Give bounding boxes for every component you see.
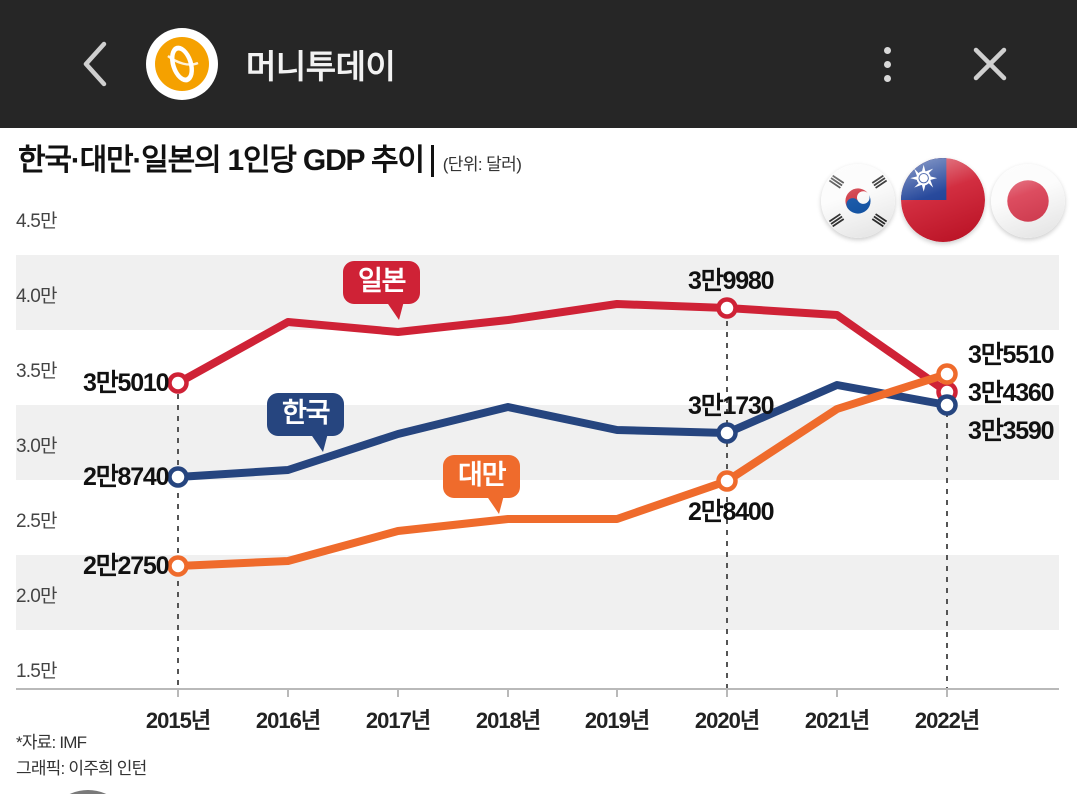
chevron-left-icon	[83, 41, 107, 87]
series-callout-japan: 일본	[343, 261, 421, 320]
chart-unit-note: (단위: 달러)	[442, 155, 522, 174]
x-axis-tick	[507, 688, 509, 697]
y-tick-20000: 2.0만	[16, 586, 57, 607]
value-text: 3만5010	[83, 369, 170, 397]
browser-appbar: 머니투데이	[0, 0, 1077, 128]
marker-japan-2020	[716, 297, 738, 319]
x-axis-tick	[946, 688, 948, 697]
callout-tail-icon	[386, 301, 405, 320]
x-axis-tick	[397, 688, 399, 697]
value-text: 2만8400	[688, 498, 775, 526]
value-label-taiwan-2015: 2만2750	[83, 552, 170, 580]
y-tick-30000: 3.0만	[16, 436, 57, 457]
x-tick-label-2020: 2020년	[694, 708, 760, 733]
value-text: 3만3590	[968, 417, 1055, 445]
marker-korea-2020	[716, 422, 738, 444]
series-callout-korea: 한국	[267, 393, 345, 452]
footnote-credit: 그래픽: 이주희 인턴	[16, 759, 147, 778]
marker-japan-2015	[167, 372, 189, 394]
callout-tail-icon	[486, 495, 505, 514]
series-callout-label: 한국	[282, 398, 330, 428]
x-tick-label-2015: 2015년	[145, 708, 211, 733]
x-tick-label-2016: 2016년	[255, 708, 321, 733]
marker-taiwan-2015	[167, 555, 189, 577]
x-tick-label-2022: 2022년	[914, 708, 980, 733]
page-title: 머니투데이	[246, 48, 396, 85]
series-callout-label: 일본	[358, 266, 406, 296]
line-korea	[174, 381, 951, 481]
value-text: 3만5510	[968, 341, 1055, 369]
marker-taiwan-2022	[936, 363, 958, 385]
y-tick-40000: 4.0만	[16, 286, 57, 307]
value-text: 3만9980	[688, 267, 775, 295]
close-button[interactable]	[955, 29, 1025, 99]
y-tick-25000: 2.5만	[16, 511, 57, 532]
chart-plot-area: 4.5만 4.0만 3.5만 3.0만 2.5만 2.0만 1.5만	[0, 128, 1077, 794]
footnote-source: *자료: IMF	[16, 733, 87, 752]
value-label-korea-2020: 3만1730	[688, 392, 775, 420]
marker-taiwan-2020	[716, 470, 738, 492]
x-axis-tick	[836, 688, 838, 697]
value-text: 2만8740	[83, 463, 170, 491]
x-axis-tick	[287, 688, 289, 697]
x-axis-line	[16, 688, 1059, 690]
y-tick-45000: 4.5만	[16, 211, 57, 232]
value-text: 2만2750	[83, 552, 170, 580]
series-callout-taiwan: 대만	[443, 455, 521, 514]
series-lines	[167, 297, 958, 688]
moneytoday-logo-icon	[146, 28, 218, 100]
x-axis-tick	[616, 688, 618, 697]
close-icon	[973, 47, 1007, 81]
value-label-korea-2022: 3만3590	[968, 417, 1055, 445]
value-label-japan-2015: 3만5010	[83, 369, 170, 397]
kebab-menu-icon[interactable]	[859, 31, 915, 97]
chart-title: 한국·대만·일본의 1인당 GDP 추이	[18, 145, 434, 177]
line-taiwan	[174, 370, 951, 570]
line-japan	[174, 300, 951, 396]
back-button[interactable]	[62, 31, 128, 97]
value-text: 3만4360	[968, 379, 1055, 407]
y-tick-35000: 3.5만	[16, 361, 57, 382]
y-tick-15000: 1.5만	[16, 661, 57, 682]
value-label-taiwan-2022: 3만5510	[968, 341, 1055, 369]
grid-band	[16, 405, 1059, 480]
value-label-korea-2015: 2만8740	[83, 463, 170, 491]
series-callout-label: 대만	[458, 460, 506, 490]
x-axis-tick	[177, 688, 179, 697]
google-lens-button[interactable]	[44, 790, 132, 794]
x-tick-label-2019: 2019년	[584, 708, 650, 733]
value-label-japan-2022: 3만4360	[968, 379, 1055, 407]
marker-korea-2022	[936, 394, 958, 416]
value-label-taiwan-2020: 2만8400	[688, 498, 775, 526]
x-tick-label-2021: 2021년	[804, 708, 870, 733]
chart-title-row: 한국·대만·일본의 1인당 GDP 추이 (단위: 달러)	[18, 145, 522, 177]
x-axis-tick	[726, 688, 728, 697]
value-text: 3만1730	[688, 392, 775, 420]
marker-korea-2015	[167, 466, 189, 488]
x-tick-label-2017: 2017년	[365, 708, 431, 733]
x-tick-label-2018: 2018년	[475, 708, 541, 733]
callout-tail-icon	[310, 433, 329, 452]
value-label-japan-2020: 3만9980	[688, 267, 775, 295]
infographic-card: 한국·대만·일본의 1인당 GDP 추이 (단위: 달러)	[0, 128, 1077, 794]
